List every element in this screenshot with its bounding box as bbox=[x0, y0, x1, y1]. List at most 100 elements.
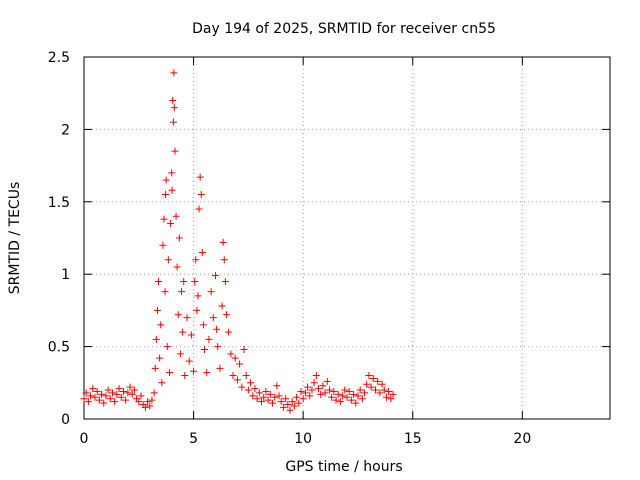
data-point bbox=[358, 395, 366, 403]
data-point bbox=[212, 272, 219, 280]
x-ticks-group: 0 5 10 15 20 bbox=[80, 57, 531, 447]
data-point bbox=[219, 238, 227, 246]
data-point bbox=[284, 401, 292, 409]
data-point bbox=[336, 398, 344, 406]
data-point bbox=[218, 302, 226, 310]
data-point bbox=[155, 277, 163, 285]
data-point bbox=[325, 386, 333, 394]
data-point bbox=[128, 390, 136, 398]
data-point bbox=[197, 191, 205, 199]
data-point bbox=[122, 396, 130, 404]
data-point bbox=[347, 396, 355, 404]
data-points-group bbox=[80, 69, 397, 414]
data-point bbox=[315, 385, 323, 393]
data-point bbox=[365, 372, 373, 380]
data-point bbox=[356, 386, 364, 394]
data-point bbox=[148, 396, 156, 404]
data-point bbox=[91, 393, 99, 401]
data-point bbox=[168, 186, 176, 194]
data-point bbox=[106, 395, 114, 403]
data-point bbox=[317, 390, 325, 398]
data-point bbox=[193, 306, 201, 314]
data-point bbox=[156, 354, 164, 362]
data-point bbox=[141, 403, 149, 411]
data-point bbox=[113, 390, 121, 398]
data-point bbox=[389, 390, 397, 398]
data-point bbox=[150, 389, 158, 397]
data-point bbox=[160, 215, 168, 223]
data-point bbox=[371, 386, 379, 394]
data-point bbox=[380, 386, 388, 394]
data-point bbox=[308, 386, 316, 394]
x-tick-label: 15 bbox=[404, 431, 422, 447]
data-point bbox=[323, 377, 331, 385]
data-point bbox=[286, 406, 294, 414]
data-point bbox=[229, 372, 237, 380]
data-point bbox=[216, 364, 224, 372]
data-point bbox=[89, 385, 97, 393]
data-point bbox=[174, 311, 182, 319]
data-point bbox=[387, 395, 395, 403]
data-point bbox=[180, 277, 188, 285]
x-tick-label: 0 bbox=[80, 431, 89, 447]
data-point bbox=[164, 256, 172, 264]
data-point bbox=[130, 386, 138, 394]
data-point bbox=[87, 392, 95, 400]
data-point bbox=[102, 392, 110, 400]
data-point bbox=[341, 386, 349, 394]
data-point bbox=[165, 369, 173, 377]
data-point bbox=[275, 392, 283, 400]
data-point bbox=[321, 389, 329, 397]
data-point bbox=[264, 396, 272, 404]
data-point bbox=[205, 335, 213, 343]
data-point bbox=[233, 376, 241, 384]
data-point bbox=[157, 321, 165, 329]
data-point bbox=[339, 392, 347, 400]
data-point bbox=[319, 382, 327, 390]
data-point bbox=[240, 345, 248, 353]
data-point bbox=[361, 389, 369, 397]
data-point bbox=[350, 390, 358, 398]
data-point bbox=[137, 392, 145, 400]
data-point bbox=[221, 277, 229, 285]
data-point bbox=[271, 393, 279, 401]
data-point bbox=[115, 385, 123, 393]
data-point bbox=[104, 386, 112, 394]
data-point bbox=[293, 393, 301, 401]
data-point bbox=[117, 393, 125, 401]
data-point bbox=[222, 311, 230, 319]
data-point bbox=[288, 398, 296, 406]
data-point bbox=[151, 364, 159, 372]
data-point bbox=[382, 393, 390, 401]
y-axis-label: SRMTID / TECUs bbox=[7, 182, 23, 295]
y-ticks-group: 0 0.5 1 1.5 2 2.5 bbox=[48, 50, 610, 428]
data-point bbox=[378, 380, 386, 388]
data-point bbox=[207, 288, 215, 296]
y-tick-label: 2.5 bbox=[48, 50, 70, 66]
data-point bbox=[282, 395, 290, 403]
data-point bbox=[244, 386, 252, 394]
data-point bbox=[95, 396, 103, 404]
x-axis-label: GPS time / hours bbox=[285, 459, 402, 475]
data-point bbox=[183, 314, 191, 322]
y-tick-label: 0.5 bbox=[48, 340, 70, 356]
data-point bbox=[297, 387, 305, 395]
data-point bbox=[195, 205, 203, 213]
data-point bbox=[124, 389, 132, 397]
data-point bbox=[268, 399, 276, 407]
data-point bbox=[242, 372, 250, 380]
data-point bbox=[220, 256, 228, 264]
data-point bbox=[367, 383, 375, 391]
data-point bbox=[198, 248, 206, 256]
data-point bbox=[334, 390, 342, 398]
data-point bbox=[310, 379, 318, 387]
data-point bbox=[247, 379, 255, 387]
data-point bbox=[162, 176, 170, 184]
data-point bbox=[196, 173, 204, 181]
data-point bbox=[213, 325, 221, 333]
data-point bbox=[306, 392, 314, 400]
data-point bbox=[266, 390, 274, 398]
y-tick-label: 2 bbox=[61, 122, 70, 138]
data-point bbox=[312, 372, 320, 380]
data-point bbox=[227, 350, 235, 358]
